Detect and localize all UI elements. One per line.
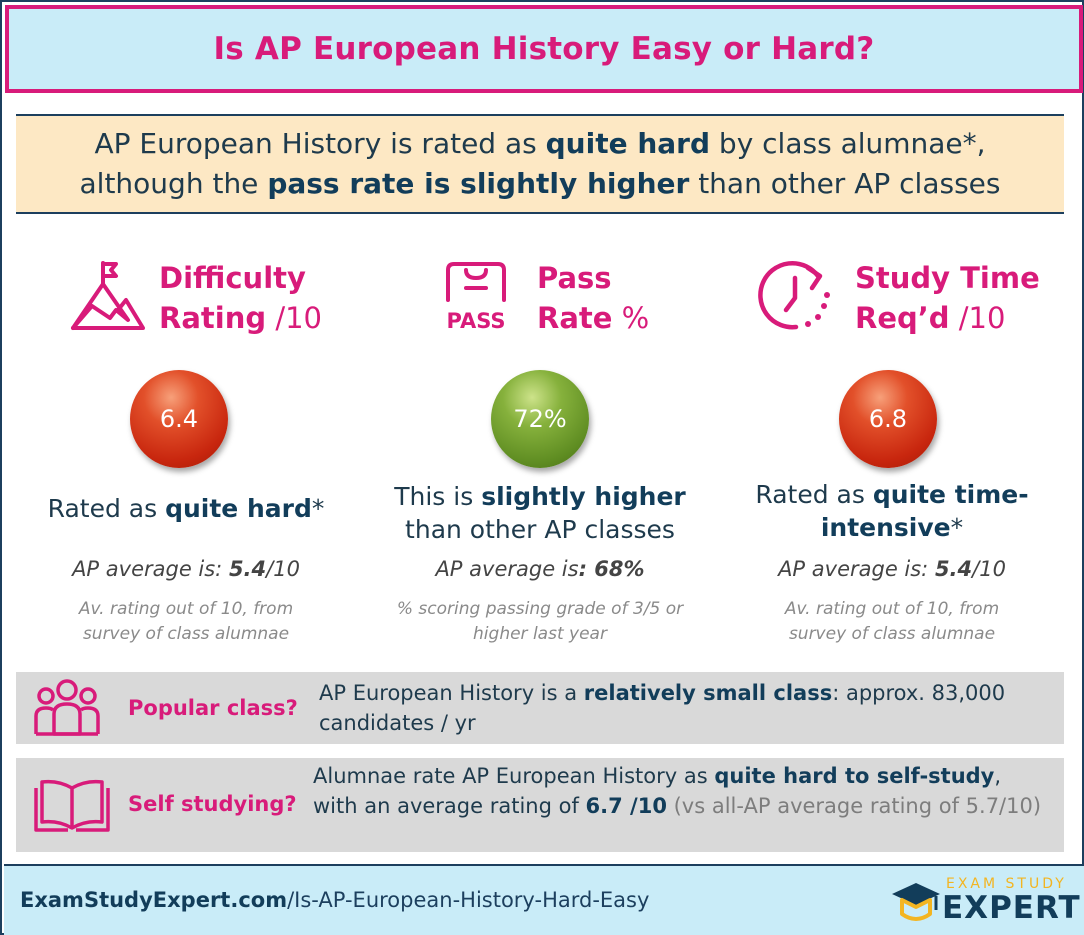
difficulty-note: Av. rating out of 10, from survey of cla…: [78, 599, 294, 644]
pass-icon: PASS: [446, 262, 506, 332]
summary-banner: AP European History is rated as quite ha…: [16, 114, 1064, 214]
difficulty-verdict: Rated as quite hard*: [16, 492, 356, 525]
popular-text: : approx. 83,000 candidates / yr: [319, 681, 1006, 735]
popular-text: AP European History is a: [319, 681, 584, 705]
verdict-emphasis: quite time-intensive: [820, 480, 1029, 542]
verdict-text: Rated as: [47, 494, 166, 523]
avg-unit: /10: [972, 557, 1006, 581]
avg-unit: /10: [266, 557, 300, 581]
footer-bar: ExamStudyExpert.com/Is-AP-European-Histo…: [4, 864, 1084, 935]
self-study-rating: 6.7 /10: [585, 794, 667, 818]
pass-rate-title-line2: Rate %: [537, 298, 649, 338]
pass-rate-verdict: This is slightly higher than other AP cla…: [370, 480, 710, 546]
study-time-note: Av. rating out of 10, from survey of cla…: [784, 599, 1000, 644]
study-time-score-badge: 6.8: [839, 370, 937, 468]
self-study-emphasis: quite hard to self-study: [714, 764, 995, 788]
study-time-average: AP average is: 5.4/10: [722, 557, 1062, 581]
difficulty-title-line2: Rating /10: [159, 298, 322, 338]
study-time-title-line2: Req’d /10: [855, 298, 1040, 338]
difficulty-title: Difficulty Rating /10: [159, 258, 322, 338]
source-link[interactable]: ExamStudyExpert.com/Is-AP-European-Histo…: [20, 888, 649, 912]
open-book-icon: [34, 779, 110, 832]
verdict-text: This is: [394, 482, 482, 511]
verdict-text: than other AP classes: [405, 515, 675, 544]
popular-class-text: AP European History is a relatively smal…: [319, 678, 1039, 738]
summary-emphasis: quite hard: [545, 127, 711, 160]
people-group-icon: [34, 679, 100, 736]
graduation-cap-icon: [892, 883, 940, 921]
pass-rate-title-line1: Pass: [537, 261, 612, 295]
self-study-comparison: (vs all-AP average rating of 5.7/10): [666, 794, 1042, 818]
clock-icon: [758, 261, 830, 330]
pass-rate-title: Pass Rate %: [537, 258, 649, 338]
avg-value: 5.4: [934, 557, 973, 581]
difficulty-column: Difficulty Rating /10 6.4 Rated as quite…: [16, 252, 356, 652]
verdict-asterisk: *: [950, 513, 964, 542]
avg-value: : 68%: [578, 557, 645, 581]
difficulty-score-badge: 6.4: [130, 370, 228, 468]
study-time-score: 6.8: [868, 405, 908, 433]
summary-text: than other AP classes: [689, 167, 1001, 200]
verdict-asterisk: *: [311, 494, 325, 523]
pass-rate-average: AP average is: 68%: [370, 557, 710, 581]
study-time-unit: /10: [949, 301, 1006, 335]
source-domain: ExamStudyExpert.com: [20, 888, 288, 912]
study-time-title: Study Time Req’d /10: [855, 258, 1040, 338]
study-time-header: Study Time Req’d /10: [722, 254, 1062, 344]
verdict-emphasis: slightly higher: [481, 482, 686, 511]
self-study-text-part: , with an average rating of: [313, 764, 1002, 818]
difficulty-header: Difficulty Rating /10: [16, 254, 356, 344]
study-time-verdict: Rated as quite time-intensive*: [722, 478, 1062, 544]
title-banner: Is AP European History Easy or Hard?: [5, 5, 1083, 93]
pass-rate-column: PASS Pass Rate % 72% This is slightly hi…: [370, 252, 710, 652]
summary-line-1: AP European History is rated as quite ha…: [94, 124, 985, 164]
mountain-flag-icon: [71, 261, 145, 330]
pass-rate-score: 72%: [513, 405, 567, 433]
summary-line-2: although the pass rate is slightly highe…: [80, 164, 1001, 204]
pass-rate-score-badge: 72%: [491, 370, 589, 468]
verdict-text: Rated as: [755, 480, 873, 509]
avg-label: AP average is:: [778, 557, 935, 581]
summary-text: by class alumnae*,: [710, 127, 986, 160]
popular-class-label: Popular class?: [128, 696, 298, 720]
popular-class-strip: Popular class? AP European History is a …: [16, 672, 1064, 744]
avg-label: AP average is: [435, 557, 579, 581]
self-study-strip: Self studying? Alumnae rate AP European …: [16, 758, 1064, 852]
logo-main-text: EXPERT: [942, 890, 1081, 926]
difficulty-unit: /10: [266, 301, 322, 335]
difficulty-title-line1: Difficulty: [159, 261, 306, 295]
self-study-text: Alumnae rate AP European History as quit…: [313, 761, 1048, 821]
study-time-title-word: Req’d: [855, 301, 950, 335]
popular-emphasis: relatively small class: [583, 681, 833, 705]
verdict-emphasis: quite hard: [165, 494, 312, 523]
summary-text: although the: [79, 167, 268, 200]
avg-label: AP average is:: [72, 557, 229, 581]
pass-rate-unit: %: [612, 301, 650, 335]
self-study-text-part: Alumnae rate AP European History as: [313, 764, 715, 788]
self-study-label: Self studying?: [128, 792, 297, 816]
study-time-title-line1: Study Time: [855, 261, 1040, 295]
avg-value: 5.4: [228, 557, 267, 581]
difficulty-score: 6.4: [159, 405, 199, 433]
summary-text: AP European History is rated as: [94, 127, 546, 160]
page-title: Is AP European History Easy or Hard?: [213, 31, 875, 67]
study-time-column: Study Time Req’d /10 6.8 Rated as quite …: [722, 252, 1062, 652]
pass-icon-text: PASS: [446, 309, 505, 332]
summary-emphasis: pass rate is slightly higher: [267, 167, 690, 200]
difficulty-title-word: Rating: [159, 301, 267, 335]
brand-logo: EXAM STUDY EXPERT: [890, 874, 1080, 930]
pass-rate-title-word: Rate: [537, 301, 613, 335]
pass-rate-header: PASS Pass Rate %: [370, 254, 710, 344]
pass-rate-note: % scoring passing grade of 3/5 or higher…: [396, 599, 684, 644]
source-path: /Is-AP-European-History-Hard-Easy: [287, 888, 650, 912]
difficulty-average: AP average is: 5.4/10: [16, 557, 356, 581]
logo-top-text: EXAM STUDY: [946, 876, 1067, 892]
